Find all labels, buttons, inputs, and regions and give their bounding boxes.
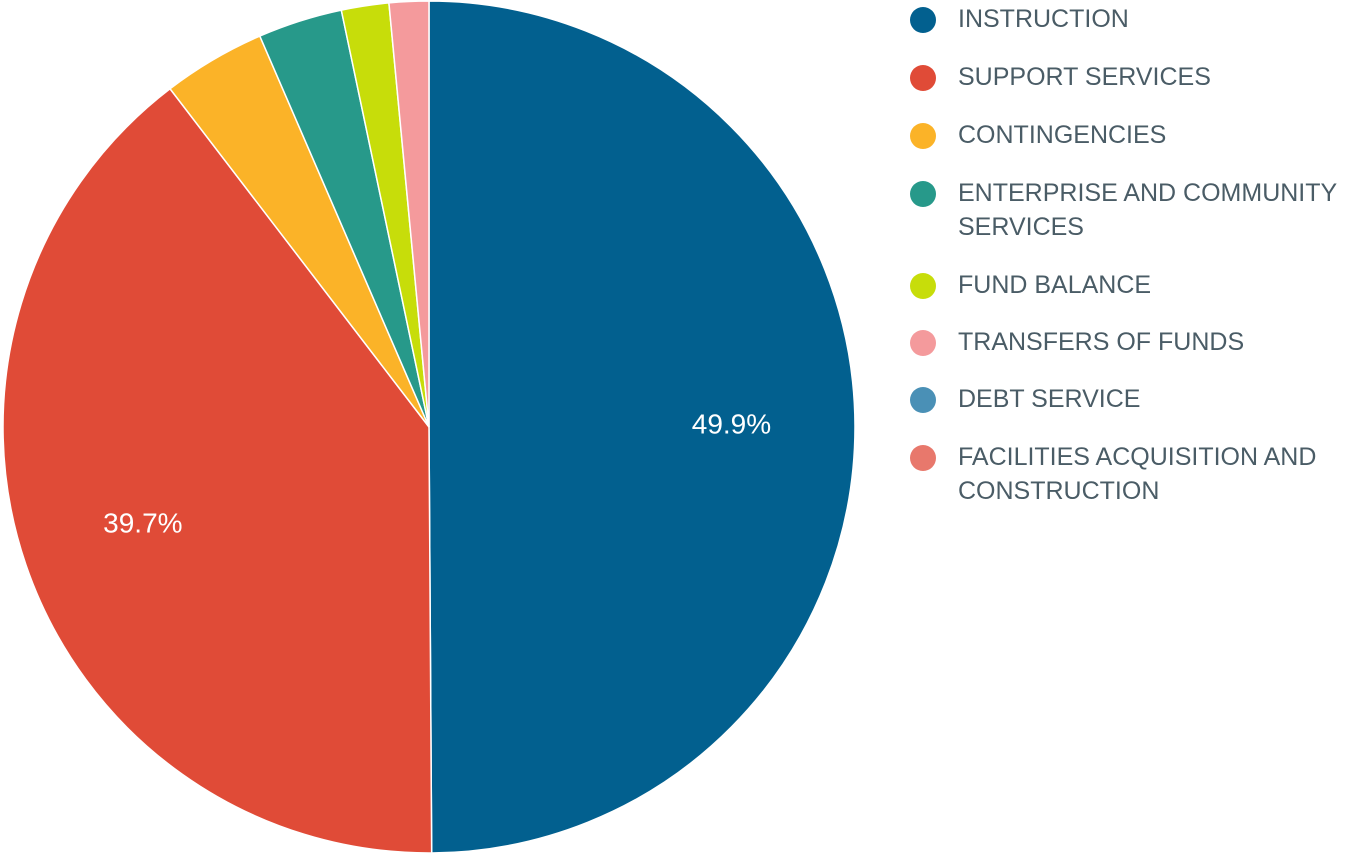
legend-label: INSTRUCTION xyxy=(958,5,1129,33)
legend-swatch xyxy=(910,330,936,356)
slice-value-label: 49.9% xyxy=(692,408,771,439)
legend-swatch xyxy=(910,7,936,33)
legend-label: CONTINGENCIES xyxy=(958,121,1167,149)
legend-label: SUPPORT SERVICES xyxy=(958,63,1211,91)
legend-label: ENTERPRISE AND COMMUNITY SERVICES xyxy=(958,179,1337,241)
legend-item-contingencies: CONTINGENCIES xyxy=(910,121,1354,152)
pie-slice-transfers-of-funds xyxy=(388,0,430,428)
legend-swatch xyxy=(910,123,936,149)
legend-label: DEBT SERVICE xyxy=(958,385,1141,413)
pie-slice-instruction xyxy=(428,0,856,854)
legend-swatch xyxy=(910,445,936,471)
slice-value-label: 39.7% xyxy=(103,507,182,538)
legend-label: FUND BALANCE xyxy=(958,271,1152,299)
legend-item-facilities-acquisition: FACILITIES ACQUISITION AND CONSTRUCTION xyxy=(910,443,1354,508)
legend-item-enterprise-community: ENTERPRISE AND COMMUNITY SERVICES xyxy=(910,179,1354,244)
legend-item-debt-service: DEBT SERVICE xyxy=(910,385,1354,416)
legend-item-fund-balance: FUND BALANCE xyxy=(910,271,1354,302)
legend-swatch xyxy=(910,65,936,91)
pie-plot: 49.9% 39.7% xyxy=(2,0,856,854)
pie-slice-support-services xyxy=(2,87,433,854)
legend-swatch xyxy=(910,273,936,299)
legend-item-transfers-of-funds: TRANSFERS OF FUNDS xyxy=(910,328,1354,359)
legend-item-support-services: SUPPORT SERVICES xyxy=(910,63,1354,94)
legend-swatch xyxy=(910,181,936,207)
legend-swatch xyxy=(910,387,936,413)
legend-label: FACILITIES ACQUISITION AND CONSTRUCTION xyxy=(958,443,1317,505)
legend-item-instruction: INSTRUCTION xyxy=(910,5,1354,36)
legend-label: TRANSFERS OF FUNDS xyxy=(958,328,1245,356)
